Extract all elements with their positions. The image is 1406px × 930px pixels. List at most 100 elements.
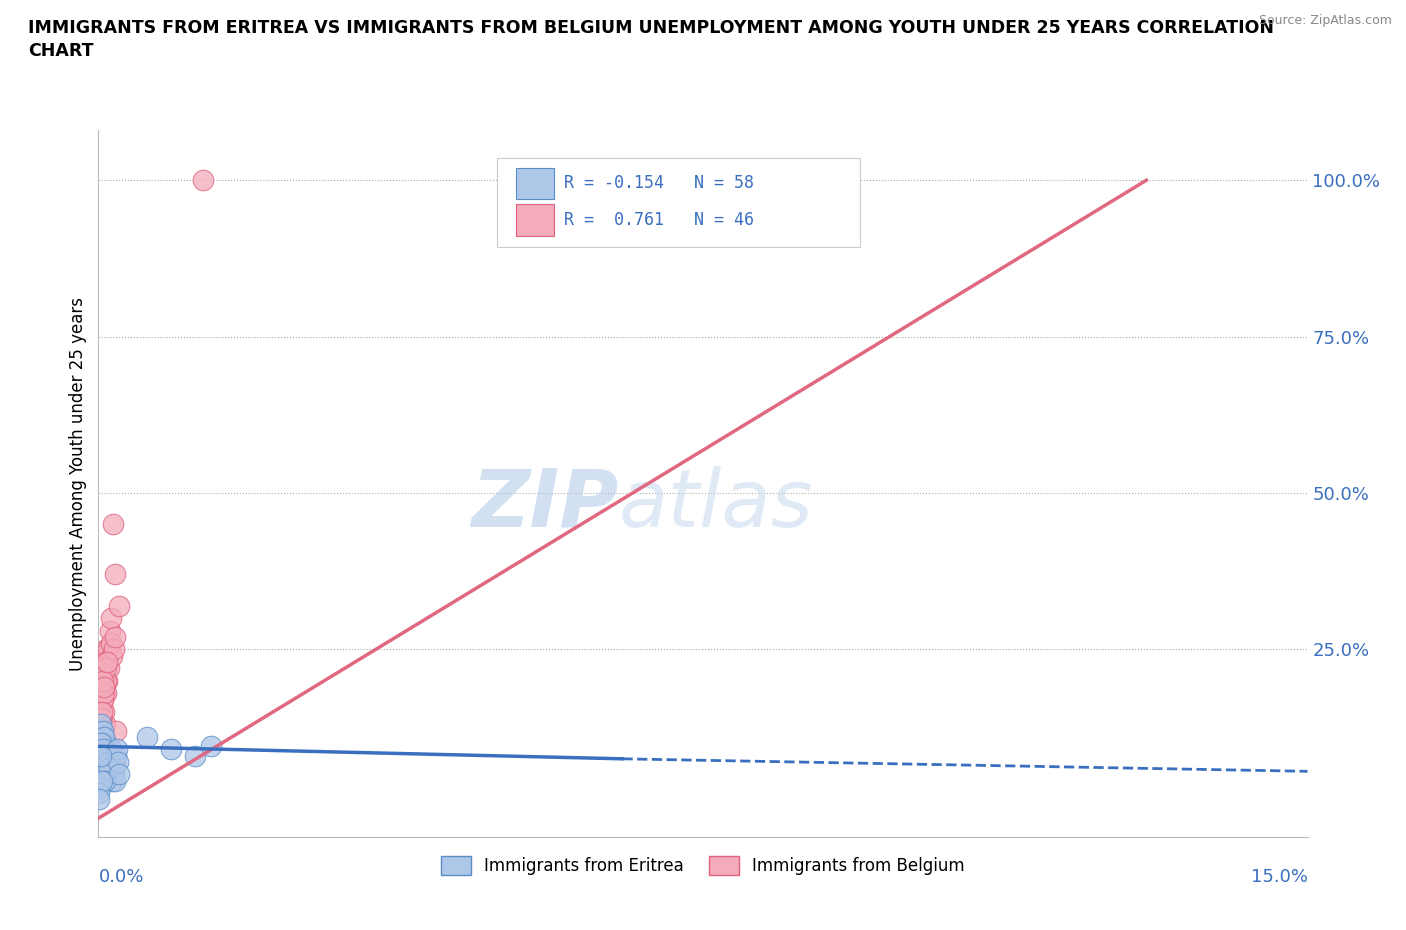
Point <box>89 786 111 801</box>
Point <box>89 749 111 764</box>
Point <box>91 754 114 769</box>
Point <box>96 660 118 675</box>
Point <box>90 761 112 776</box>
Point <box>91 729 114 744</box>
Point <box>94 717 117 732</box>
Point <box>91 724 114 738</box>
Point <box>90 736 112 751</box>
Point <box>97 660 120 675</box>
Point <box>105 724 128 738</box>
Point <box>100 742 122 757</box>
Point <box>91 724 114 738</box>
Point <box>135 729 157 744</box>
Text: R =  0.761   N = 46: R = 0.761 N = 46 <box>564 211 754 229</box>
Text: 15.0%: 15.0% <box>1250 868 1308 885</box>
Point <box>93 729 115 744</box>
Point <box>97 761 120 776</box>
Point <box>90 773 112 788</box>
Point <box>96 749 118 764</box>
Point <box>90 704 112 719</box>
Point <box>93 680 115 695</box>
Point <box>98 749 121 764</box>
Point <box>94 736 117 751</box>
Point <box>90 673 112 688</box>
Point <box>96 761 118 776</box>
FancyBboxPatch shape <box>516 167 554 199</box>
Legend: Immigrants from Eritrea, Immigrants from Belgium: Immigrants from Eritrea, Immigrants from… <box>434 849 972 882</box>
FancyBboxPatch shape <box>498 158 860 246</box>
Text: IMMIGRANTS FROM ERITREA VS IMMIGRANTS FROM BELGIUM UNEMPLOYMENT AMONG YOUTH UNDE: IMMIGRANTS FROM ERITREA VS IMMIGRANTS FR… <box>28 19 1274 60</box>
Point <box>184 749 207 764</box>
Point <box>94 749 117 764</box>
Point <box>90 736 112 751</box>
Point <box>107 767 129 782</box>
Point <box>94 754 117 769</box>
Point <box>93 767 115 782</box>
Point <box>96 742 118 757</box>
Point <box>100 611 122 626</box>
Text: 0.0%: 0.0% <box>98 868 143 885</box>
Point <box>96 673 118 688</box>
Point <box>105 742 128 757</box>
Point <box>90 667 112 682</box>
Point <box>91 754 114 769</box>
Point <box>93 680 115 695</box>
Point <box>94 773 117 788</box>
Text: atlas: atlas <box>619 466 813 544</box>
Point <box>91 667 114 682</box>
Text: R = -0.154   N = 58: R = -0.154 N = 58 <box>564 174 754 193</box>
Point <box>91 742 114 757</box>
Point <box>193 173 215 188</box>
Point <box>93 742 115 757</box>
Point <box>91 692 114 707</box>
Point <box>91 742 114 757</box>
Point <box>89 736 111 751</box>
Point <box>96 754 118 769</box>
Point <box>90 724 112 738</box>
Point <box>94 749 117 764</box>
Text: ZIP: ZIP <box>471 466 619 544</box>
Point <box>96 655 118 670</box>
Point <box>101 648 124 663</box>
Point <box>97 754 120 769</box>
Point <box>101 761 124 776</box>
Point <box>90 729 112 744</box>
Point <box>97 754 120 769</box>
Point <box>104 773 127 788</box>
Point <box>93 767 115 782</box>
Point <box>90 749 112 764</box>
Point <box>89 767 111 782</box>
Point <box>105 749 128 764</box>
Point <box>91 736 114 751</box>
Point <box>91 680 114 695</box>
FancyBboxPatch shape <box>516 205 554 235</box>
Point <box>89 779 111 794</box>
Point <box>107 754 129 769</box>
Point <box>93 749 115 764</box>
Point <box>90 648 112 663</box>
Point <box>100 767 122 782</box>
Point <box>90 749 112 764</box>
Point <box>93 704 115 719</box>
Point <box>94 673 117 688</box>
Point <box>100 636 122 651</box>
Point <box>90 692 112 707</box>
Point <box>91 673 114 688</box>
Point <box>101 517 124 532</box>
Point <box>90 685 112 700</box>
Point <box>200 738 222 753</box>
Point <box>90 711 112 725</box>
Point <box>90 717 112 732</box>
Point <box>103 642 125 657</box>
Point <box>103 754 125 769</box>
Point <box>90 729 112 744</box>
Point <box>97 642 120 657</box>
Point <box>101 773 124 788</box>
Point <box>160 742 183 757</box>
Point <box>90 711 112 725</box>
Point <box>89 792 111 807</box>
Y-axis label: Unemployment Among Youth under 25 years: Unemployment Among Youth under 25 years <box>69 297 87 671</box>
Point <box>94 754 117 769</box>
Point <box>94 742 117 757</box>
Point <box>93 660 115 675</box>
